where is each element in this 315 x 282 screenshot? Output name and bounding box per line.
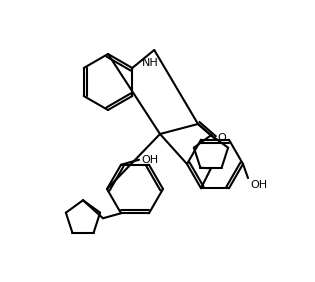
Text: O: O	[217, 133, 226, 143]
Text: OH: OH	[141, 155, 158, 165]
Text: NH: NH	[142, 58, 159, 68]
Text: OH: OH	[250, 180, 267, 190]
